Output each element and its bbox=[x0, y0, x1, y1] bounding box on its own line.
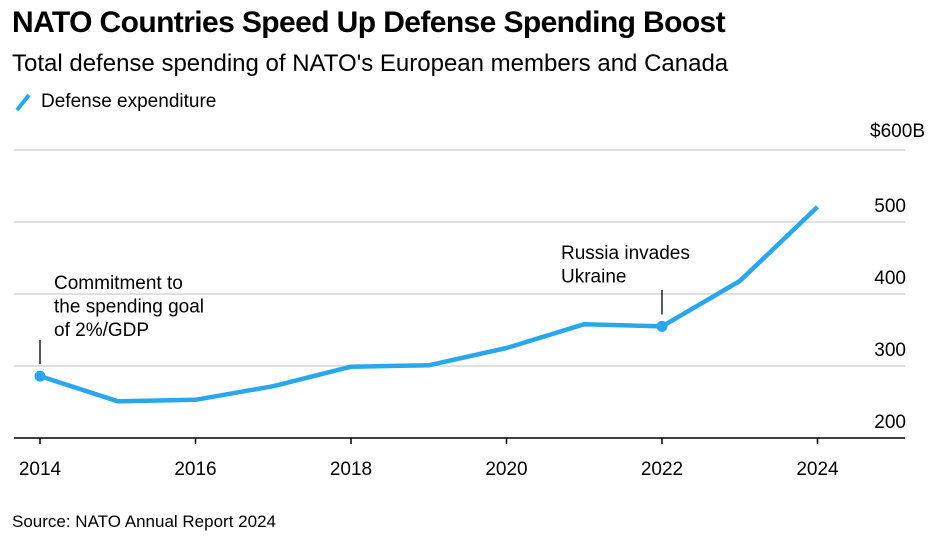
x-tick-label-2020: 2020 bbox=[485, 459, 527, 480]
legend-label: Defense expenditure bbox=[41, 91, 217, 112]
annotation-russia: Russia invades Ukraine bbox=[561, 243, 690, 288]
annotation-russia-line-1: Russia invades bbox=[561, 243, 690, 264]
x-tick-label-2016: 2016 bbox=[174, 459, 216, 480]
legend: Defense expenditure bbox=[14, 90, 216, 114]
source-note: Source: NATO Annual Report 2024 bbox=[12, 512, 276, 531]
x-tick-label-2014: 2014 bbox=[19, 459, 62, 480]
marker-2014 bbox=[34, 370, 46, 382]
annotation-russia-line-2: Ukraine bbox=[561, 267, 626, 288]
marker-2022 bbox=[656, 320, 668, 332]
x-tick-label-2018: 2018 bbox=[330, 459, 372, 480]
y-tick-label-600: $600B bbox=[870, 121, 925, 142]
annotation-commitment-line-3: of 2%/GDP bbox=[54, 320, 149, 341]
y-tick-label-500: 500 bbox=[874, 196, 906, 217]
annotation-commitment: Commitment to the spending goal of 2%/GDP bbox=[54, 273, 204, 341]
y-tick-label-300: 300 bbox=[874, 340, 906, 361]
annotation-commitment-line-2: the spending goal bbox=[54, 297, 204, 318]
legend-line-icon bbox=[15, 93, 31, 112]
y-tick-label-200: 200 bbox=[874, 412, 906, 433]
x-tick-label-2022: 2022 bbox=[641, 459, 683, 480]
chart-title: NATO Countries Speed Up Defense Spending… bbox=[12, 6, 726, 39]
x-tick-label-2024: 2024 bbox=[796, 459, 839, 480]
annotation-commitment-line-1: Commitment to bbox=[54, 273, 183, 294]
y-tick-label-400: 400 bbox=[874, 268, 906, 289]
chart-subtitle: Total defense spending of NATO's Europea… bbox=[12, 50, 729, 77]
series-line-defense-expenditure bbox=[39, 205, 820, 404]
